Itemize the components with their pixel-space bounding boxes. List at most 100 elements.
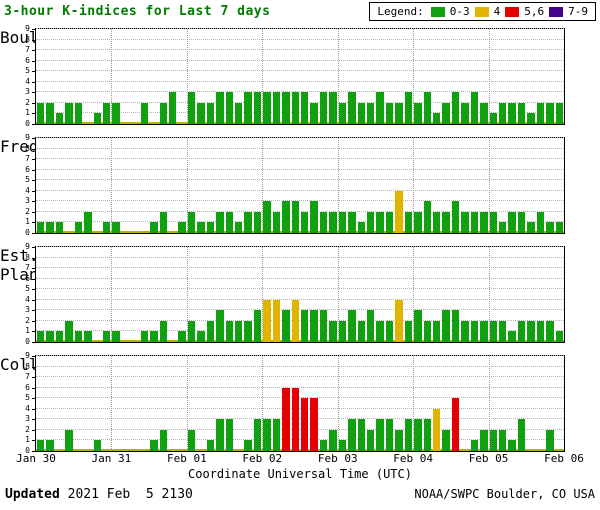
legend-item-5-6: 5,6 xyxy=(524,5,545,18)
day-separator xyxy=(262,356,264,451)
y-tick-mark xyxy=(32,29,35,30)
k-bar xyxy=(74,102,83,124)
k-bar xyxy=(159,102,167,124)
k-bar xyxy=(536,320,545,342)
updated-text: Updated 2021 Feb 5 2130 xyxy=(5,487,193,502)
y-tick-mark xyxy=(32,320,35,322)
x-tick-label: Jan 31 xyxy=(91,452,132,465)
k-bar xyxy=(263,299,271,342)
y-tick-label: 0 xyxy=(25,119,30,128)
y-tick-label: 4 xyxy=(25,76,30,86)
k-bar xyxy=(187,429,196,451)
y-tick-mark xyxy=(32,71,35,73)
k-bar xyxy=(282,201,290,233)
k-bar xyxy=(197,102,205,124)
k-bar xyxy=(414,310,422,342)
credit-text: NOAA/SWPC Boulder, CO USA xyxy=(414,487,595,501)
k-bar xyxy=(103,102,111,124)
gridline xyxy=(36,428,564,430)
y-tick-label: 3 xyxy=(25,414,30,424)
y-tick-mark xyxy=(32,102,35,104)
legend-label: Legend: xyxy=(377,5,424,18)
k-bar xyxy=(536,102,545,124)
y-tick-label: 7 xyxy=(25,154,30,164)
gridline xyxy=(36,277,564,279)
station-label-text: Boulder xyxy=(0,28,68,47)
k-bar xyxy=(442,310,450,342)
k-bar xyxy=(291,92,299,124)
k-bar xyxy=(244,92,252,124)
gridline xyxy=(36,59,564,61)
k-bar xyxy=(253,310,262,342)
y-tick-label: 4 xyxy=(25,403,30,413)
y-tick-label: 0 xyxy=(25,446,30,455)
k-bar xyxy=(65,320,73,342)
y-tick-label: 5 xyxy=(25,393,30,403)
plot-area xyxy=(35,28,565,125)
k-bar xyxy=(235,222,243,233)
day-separator xyxy=(413,356,415,451)
station-label: Est. Planetary xyxy=(0,246,87,343)
gridline xyxy=(36,439,564,441)
y-tick-label: 6 xyxy=(25,164,30,174)
y-tick-mark xyxy=(32,268,35,270)
gridline xyxy=(36,210,564,212)
k-bar xyxy=(206,222,215,233)
k-bar xyxy=(546,429,554,451)
k-bar xyxy=(461,320,469,342)
day-separator xyxy=(337,247,339,342)
y-tick-mark xyxy=(32,50,35,52)
y-tick-mark xyxy=(32,451,35,452)
day-separator xyxy=(413,138,415,233)
k-bar xyxy=(112,222,120,233)
k-bar xyxy=(423,419,431,451)
day-separator xyxy=(488,356,490,451)
k-bar xyxy=(55,113,64,124)
gridline xyxy=(36,179,564,181)
day-separator xyxy=(111,29,113,124)
k-bar xyxy=(376,419,384,451)
gridline xyxy=(36,365,564,367)
y-tick-mark xyxy=(32,356,35,357)
x-tick-label: Feb 05 xyxy=(468,452,509,465)
y-tick-mark xyxy=(32,377,35,379)
k-bar xyxy=(470,320,479,342)
k-bar xyxy=(527,320,535,342)
y-tick-label: 8 xyxy=(25,361,30,371)
gridline xyxy=(36,49,564,51)
k-bar xyxy=(235,102,243,124)
gridline xyxy=(36,28,564,29)
k-bar xyxy=(338,440,347,451)
k-bar xyxy=(480,211,488,233)
k-bar xyxy=(244,320,252,342)
panel-est-planetary: Est. Planetary0123456789 xyxy=(0,243,565,346)
y-tick-mark xyxy=(32,289,35,291)
y-tick-label: 5 xyxy=(25,284,30,294)
k-bar xyxy=(395,190,403,233)
legend-swatch-purple xyxy=(549,6,564,17)
y-tick-mark xyxy=(32,60,35,62)
k-bar xyxy=(178,222,186,233)
y-tick-mark xyxy=(32,419,35,421)
k-bar xyxy=(282,310,290,342)
k-bar xyxy=(103,222,111,233)
k-bar xyxy=(187,211,196,233)
y-tick-label: 1 xyxy=(25,326,30,336)
k-bar xyxy=(329,211,337,233)
y-tick-mark xyxy=(32,233,35,234)
k-bar xyxy=(150,331,158,342)
gridline xyxy=(36,397,564,399)
day-separator xyxy=(488,247,490,342)
k-bar xyxy=(461,102,469,124)
k-bar xyxy=(263,92,271,124)
k-bar xyxy=(65,429,73,451)
y-tick-label: 7 xyxy=(25,372,30,382)
k-bar xyxy=(348,419,356,451)
y-tick-label: 9 xyxy=(25,351,30,360)
k-bar xyxy=(112,102,120,124)
k-bar xyxy=(225,211,233,233)
y-tick-label: 2 xyxy=(25,97,30,107)
day-separator xyxy=(488,29,490,124)
gridline xyxy=(36,330,564,332)
